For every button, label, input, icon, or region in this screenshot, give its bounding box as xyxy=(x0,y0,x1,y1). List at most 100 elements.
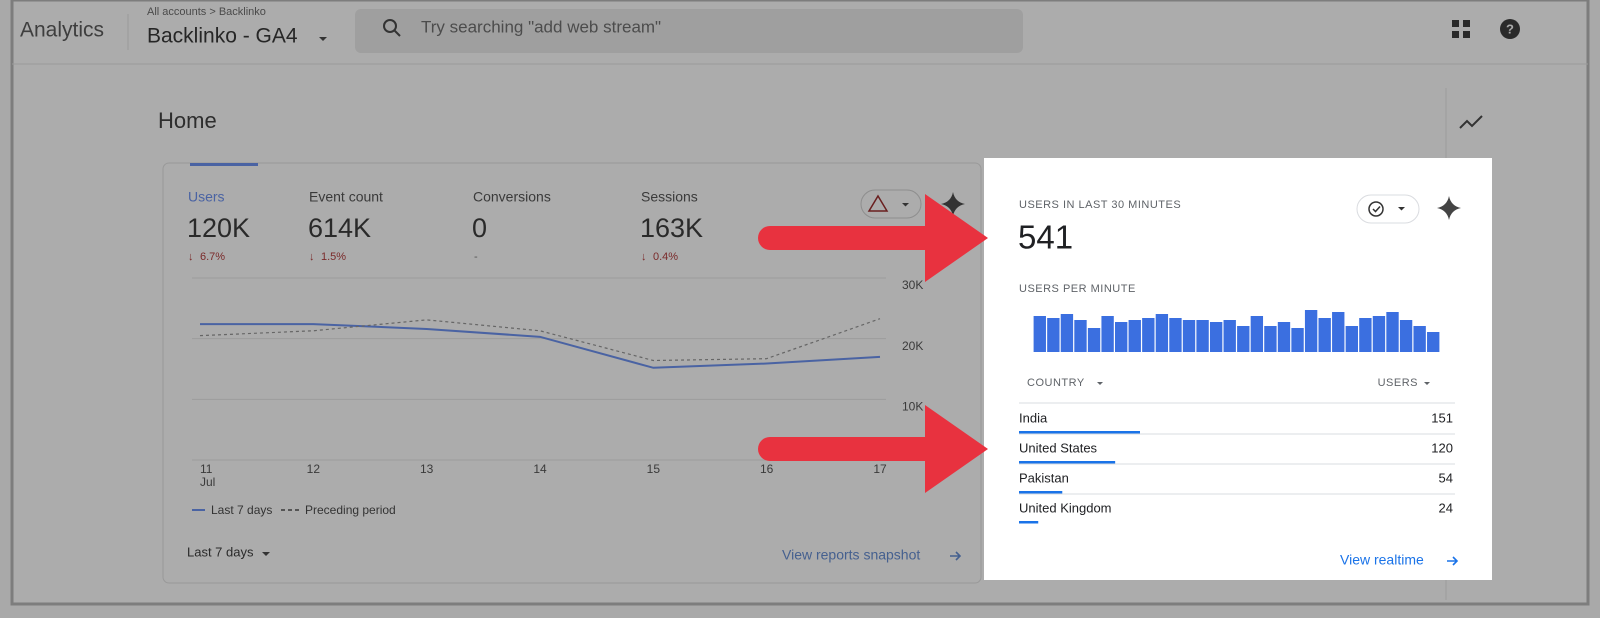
realtime-title: USERS IN LAST 30 MINUTES xyxy=(1019,199,1181,211)
metric-change: 1.5% xyxy=(321,251,346,263)
bar xyxy=(1142,318,1155,352)
product-name: Analytics xyxy=(20,19,104,42)
country-users: 151 xyxy=(1431,410,1453,425)
link-arrow xyxy=(1447,556,1459,566)
table-header[interactable]: USERS xyxy=(1378,377,1418,389)
metric-value: 120K xyxy=(187,213,250,243)
sort-dropdown xyxy=(1424,382,1430,385)
metric-change: 0.4% xyxy=(653,251,678,263)
metric-label[interactable]: Event count xyxy=(309,189,383,205)
search-box[interactable] xyxy=(355,9,1023,53)
apps-icon[interactable] xyxy=(1452,20,1470,38)
metric-change: - xyxy=(474,251,478,263)
bar xyxy=(1250,316,1264,352)
country-name: United Kingdom xyxy=(1019,500,1112,515)
x-tick-label: 15 xyxy=(647,462,661,476)
line-series xyxy=(199,318,881,362)
bar xyxy=(1169,318,1182,352)
metric-value: 614K xyxy=(308,213,371,243)
snapshot-link[interactable]: View reports snapshot xyxy=(782,547,920,563)
metric-value: 163K xyxy=(640,213,703,243)
bar xyxy=(1427,332,1440,352)
x-tick-label: 14 xyxy=(533,462,547,476)
country-bar xyxy=(1019,521,1039,524)
bar xyxy=(1196,320,1209,352)
status-icon xyxy=(1372,205,1381,213)
bar xyxy=(1033,316,1046,352)
line-series xyxy=(200,323,881,369)
page-title: Home xyxy=(158,108,217,133)
status-button[interactable] xyxy=(1356,194,1420,224)
date-range-dropdown xyxy=(262,552,270,556)
x-tick-label: 12 xyxy=(307,462,321,476)
date-range-select[interactable]: Last 7 days xyxy=(187,544,254,559)
country-name: United States xyxy=(1019,440,1098,455)
bar xyxy=(1209,322,1223,352)
y-tick-label: 10K xyxy=(902,400,923,414)
alert-button[interactable] xyxy=(860,189,922,219)
bar xyxy=(1318,318,1331,352)
bar xyxy=(1060,314,1074,352)
country-users: 24 xyxy=(1439,500,1453,515)
bar xyxy=(1128,320,1141,352)
metric-value: 0 xyxy=(472,213,487,243)
metric-change: 6.7% xyxy=(200,251,225,263)
metric-change-arrow: ↓ xyxy=(641,251,647,263)
country-bar xyxy=(1019,461,1116,464)
alert-dropdown xyxy=(902,203,909,207)
annotation-arrow xyxy=(758,194,988,282)
overview-card xyxy=(162,162,982,584)
bar-chart xyxy=(1033,310,1440,352)
alert-icon xyxy=(867,194,889,212)
bar xyxy=(1223,320,1236,352)
metric-label[interactable]: Users xyxy=(188,189,225,205)
country-bar xyxy=(1019,491,1063,494)
annotation-arrow xyxy=(758,405,988,493)
realtime-link[interactable]: View realtime xyxy=(1340,552,1424,568)
country-name: India xyxy=(1019,410,1048,425)
status-icon xyxy=(1368,201,1384,217)
breadcrumb[interactable]: All accounts > Backlinko xyxy=(147,6,266,18)
search-icon xyxy=(393,29,401,37)
bar xyxy=(1047,318,1060,352)
realtime-card xyxy=(984,158,1492,580)
search-icon xyxy=(383,19,397,33)
y-tick-label: 20K xyxy=(902,339,923,353)
bar xyxy=(1155,314,1169,352)
bar xyxy=(1101,316,1114,352)
bar xyxy=(1264,326,1277,352)
help-icon[interactable] xyxy=(1500,19,1520,39)
metric-label[interactable]: Conversions xyxy=(473,189,551,205)
metric-change-arrow: ↓ xyxy=(188,251,194,263)
insights-icon[interactable] xyxy=(1459,115,1483,129)
bar xyxy=(1359,318,1372,352)
x-tick-label: 13 xyxy=(420,462,434,476)
bar xyxy=(1115,322,1128,352)
property-dropdown[interactable] xyxy=(319,37,327,41)
sparkle-icon[interactable] xyxy=(941,192,965,216)
bar xyxy=(1332,312,1345,352)
bar xyxy=(1399,320,1413,352)
link-arrow xyxy=(950,551,962,561)
bar xyxy=(1074,320,1087,352)
property-name[interactable]: Backlinko - GA4 xyxy=(147,25,298,48)
metrics: Users 120K ↓ 6.7% Event count 614K ↓ 1.5… xyxy=(187,189,703,263)
bar xyxy=(1291,328,1304,352)
table-header[interactable]: COUNTRY xyxy=(1027,377,1085,389)
sparkle-icon[interactable] xyxy=(1437,196,1461,220)
bar xyxy=(1182,320,1196,352)
country-bar xyxy=(1019,431,1140,434)
bar xyxy=(1087,328,1101,352)
metric-label[interactable]: Sessions xyxy=(641,189,698,205)
bar xyxy=(1386,312,1399,352)
line-chart: 10K 20K 30K 11 12 13 14 15 16 17 Jul xyxy=(192,277,923,489)
bar xyxy=(1413,326,1426,352)
x-month-label: Jul xyxy=(200,475,215,489)
x-tick-label: 11 xyxy=(200,462,213,476)
help-icon-glyph: ? xyxy=(1506,21,1514,36)
tab-indicator xyxy=(190,163,258,166)
x-tick-label: 16 xyxy=(760,462,774,476)
search-placeholder: Try searching "add web stream" xyxy=(421,17,661,36)
metric-change-arrow: ↓ xyxy=(309,251,315,263)
